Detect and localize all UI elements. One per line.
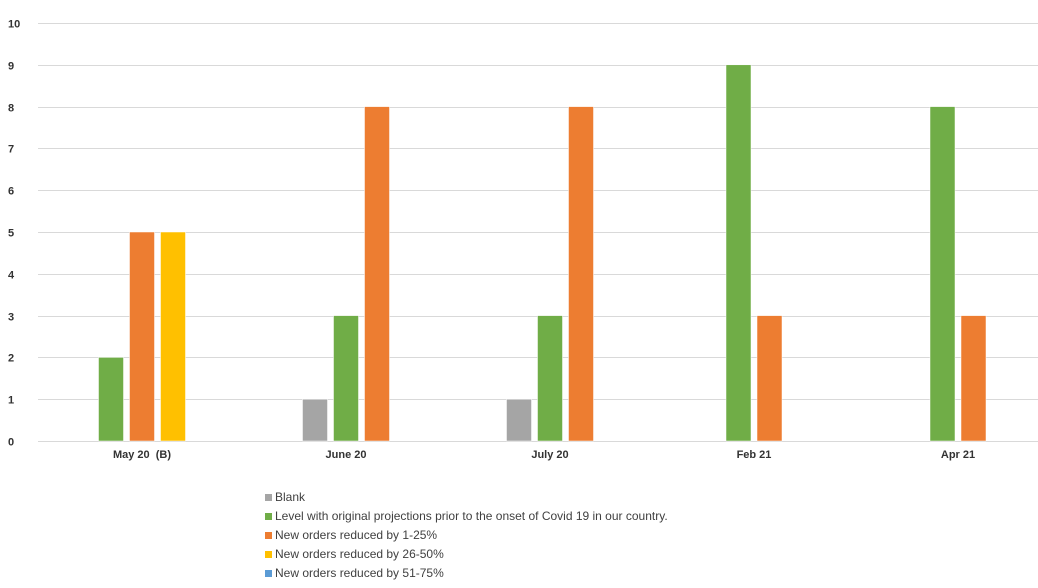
legend-label: New orders reduced by 26-50% <box>275 547 444 561</box>
y-tick-label: 8 <box>8 103 14 115</box>
legend-item: New orders reduced by 51-75% <box>265 564 668 583</box>
bars <box>99 65 987 441</box>
legend-item: Level with original projections prior to… <box>265 507 668 526</box>
bar <box>161 232 186 441</box>
bar <box>365 107 390 441</box>
bar <box>130 232 155 441</box>
bar <box>569 107 594 441</box>
legend-label: New orders reduced by 1-25% <box>275 528 437 542</box>
bar <box>334 316 359 441</box>
legend-item: Blank <box>265 488 668 507</box>
legend-swatch <box>265 570 272 577</box>
legend-item: New orders reduced by 1-25% <box>265 526 668 545</box>
y-tick-label: 6 <box>8 186 14 198</box>
x-tick-label: July 20 <box>531 449 568 461</box>
x-tick-label: May 20 (B) <box>113 449 171 461</box>
bar <box>507 399 532 441</box>
legend-swatch <box>265 532 272 539</box>
bar <box>930 107 955 441</box>
y-tick-label: 4 <box>8 270 15 282</box>
y-tick-label: 10 <box>8 19 20 31</box>
legend-label: Blank <box>275 490 305 504</box>
y-tick-label: 0 <box>8 437 14 449</box>
legend: Blank Level with original projections pri… <box>265 488 668 583</box>
y-axis: 0 1 2 3 4 5 6 7 8 9 10 <box>8 19 20 449</box>
bar <box>303 399 328 441</box>
bar <box>757 316 782 441</box>
y-tick-label: 3 <box>8 312 14 324</box>
bar <box>961 316 986 441</box>
x-tick-label: June 20 <box>326 449 367 461</box>
y-tick-label: 5 <box>8 228 14 240</box>
bar <box>99 357 124 441</box>
y-tick-label: 1 <box>8 395 14 407</box>
legend-item: New orders reduced by 26-50% <box>265 545 668 564</box>
legend-label: Level with original projections prior to… <box>275 509 668 523</box>
y-tick-label: 2 <box>8 353 14 365</box>
y-tick-label: 9 <box>8 61 14 73</box>
legend-swatch <box>265 551 272 558</box>
legend-swatch <box>265 513 272 520</box>
bar <box>538 316 563 441</box>
bar <box>726 65 751 441</box>
legend-swatch <box>265 494 272 501</box>
x-tick-label: Apr 21 <box>941 449 975 461</box>
legend-label: New orders reduced by 51-75% <box>275 566 444 580</box>
x-tick-label: Feb 21 <box>737 449 772 461</box>
x-axis: May 20 (B) June 20 July 20 Feb 21 Apr 21 <box>113 449 975 461</box>
y-tick-label: 7 <box>8 144 14 156</box>
